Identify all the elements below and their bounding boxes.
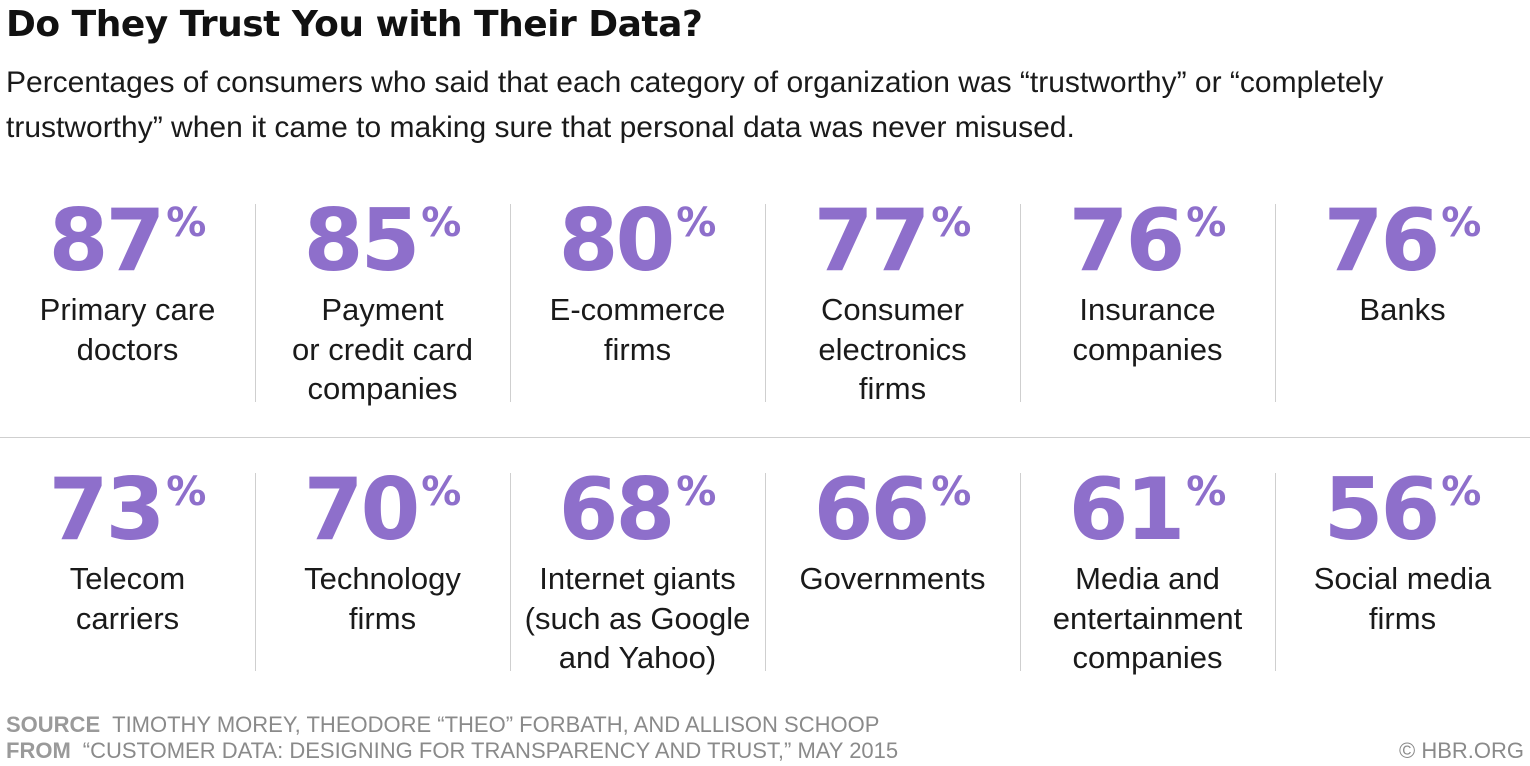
chart-subtitle: Percentages of consumers who said that e…	[6, 66, 1384, 144]
copyright: © HBR.ORG	[1399, 738, 1524, 763]
stat-number: 73	[48, 460, 166, 560]
stat-value: 85%	[255, 196, 510, 286]
stat-cell: 68% Internet giants (such as Google and Y…	[510, 465, 765, 675]
stat-number: 76	[1323, 191, 1441, 291]
stat-cell: 76% Insurance companies	[1020, 196, 1275, 406]
stat-value: 76%	[1275, 196, 1530, 286]
stat-cell: 85% Payment or credit card companies	[255, 196, 510, 406]
stat-value: 56%	[1275, 465, 1530, 555]
stat-percent-sign: %	[1186, 469, 1227, 515]
stat-cell: 56% Social media firms	[1275, 465, 1530, 675]
stat-number: 70	[303, 460, 421, 560]
stat-value: 77%	[765, 196, 1020, 286]
stat-label: E-commerce firms	[549, 292, 726, 367]
stat-cell: 66% Governments	[765, 465, 1020, 675]
stat-label: Internet giants (such as Google and Yaho…	[524, 561, 751, 675]
stats-row-1: 87% Primary care doctors 85% Payment or cre…	[0, 196, 1530, 406]
stat-cell: 87% Primary care doctors	[0, 196, 255, 406]
stat-cell: 61% Media and entertainment companies	[1020, 465, 1275, 675]
stat-number: 80	[558, 191, 676, 291]
stat-label: Consumer electronics firms	[818, 292, 967, 406]
stat-percent-sign: %	[166, 469, 207, 515]
stat-cell: 73% Telecom carriers	[0, 465, 255, 675]
stat-number: 77	[813, 191, 931, 291]
stat-percent-sign: %	[676, 200, 717, 246]
stat-value: 87%	[0, 196, 255, 286]
stat-value: 76%	[1020, 196, 1275, 286]
source-text: TIMOTHY MOREY, THEODORE “THEO” FORBATH, …	[112, 712, 880, 737]
stat-number: 85	[303, 191, 421, 291]
stat-number: 87	[48, 191, 166, 291]
stat-percent-sign: %	[676, 469, 717, 515]
stat-value: 73%	[0, 465, 255, 555]
from-text: “CUSTOMER DATA: DESIGNING FOR TRANSPAREN…	[82, 738, 899, 763]
stat-number: 76	[1068, 191, 1186, 291]
stat-number: 68	[558, 460, 676, 560]
stat-percent-sign: %	[1441, 200, 1482, 246]
stat-value: 68%	[510, 465, 765, 555]
stat-label: Technology firms	[304, 561, 461, 636]
stats-row-2: 73% Telecom carriers 70% Technology firms 68…	[0, 465, 1530, 675]
row-divider	[0, 437, 1530, 438]
stat-value: 70%	[255, 465, 510, 555]
stat-number: 61	[1068, 460, 1186, 560]
stat-number: 66	[813, 460, 931, 560]
stat-number: 56	[1323, 460, 1441, 560]
stat-cell: 70% Technology firms	[255, 465, 510, 675]
stat-percent-sign: %	[421, 200, 462, 246]
stat-label: Media and entertainment companies	[1052, 561, 1243, 675]
stat-value: 66%	[765, 465, 1020, 555]
stat-label: Payment or credit card companies	[292, 292, 473, 406]
from-key: FROM	[6, 738, 71, 763]
stat-value: 80%	[510, 196, 765, 286]
stat-label: Insurance companies	[1072, 292, 1223, 367]
stat-cell: 77% Consumer electronics firms	[765, 196, 1020, 406]
stat-label: Banks	[1359, 292, 1446, 327]
stat-cell: 76% Banks	[1275, 196, 1530, 406]
stat-percent-sign: %	[1186, 200, 1227, 246]
stat-label: Social media firms	[1313, 561, 1492, 636]
stat-label: Telecom carriers	[69, 561, 186, 636]
chart-title: Do They Trust You with Their Data?	[6, 4, 703, 45]
stat-percent-sign: %	[421, 469, 462, 515]
source-key: SOURCE	[6, 712, 101, 737]
source-line: SOURCE TIMOTHY MOREY, THEODORE “THEO” FOR…	[6, 712, 879, 738]
stat-label: Primary care doctors	[39, 292, 216, 367]
stat-value: 61%	[1020, 465, 1275, 555]
stat-percent-sign: %	[931, 469, 972, 515]
stat-label: Governments	[799, 561, 986, 596]
stat-cell: 80% E-commerce firms	[510, 196, 765, 406]
stat-percent-sign: %	[166, 200, 207, 246]
stat-percent-sign: %	[1441, 469, 1482, 515]
stat-percent-sign: %	[931, 200, 972, 246]
from-line: FROM “CUSTOMER DATA: DESIGNING FOR TRANSP…	[6, 738, 898, 764]
